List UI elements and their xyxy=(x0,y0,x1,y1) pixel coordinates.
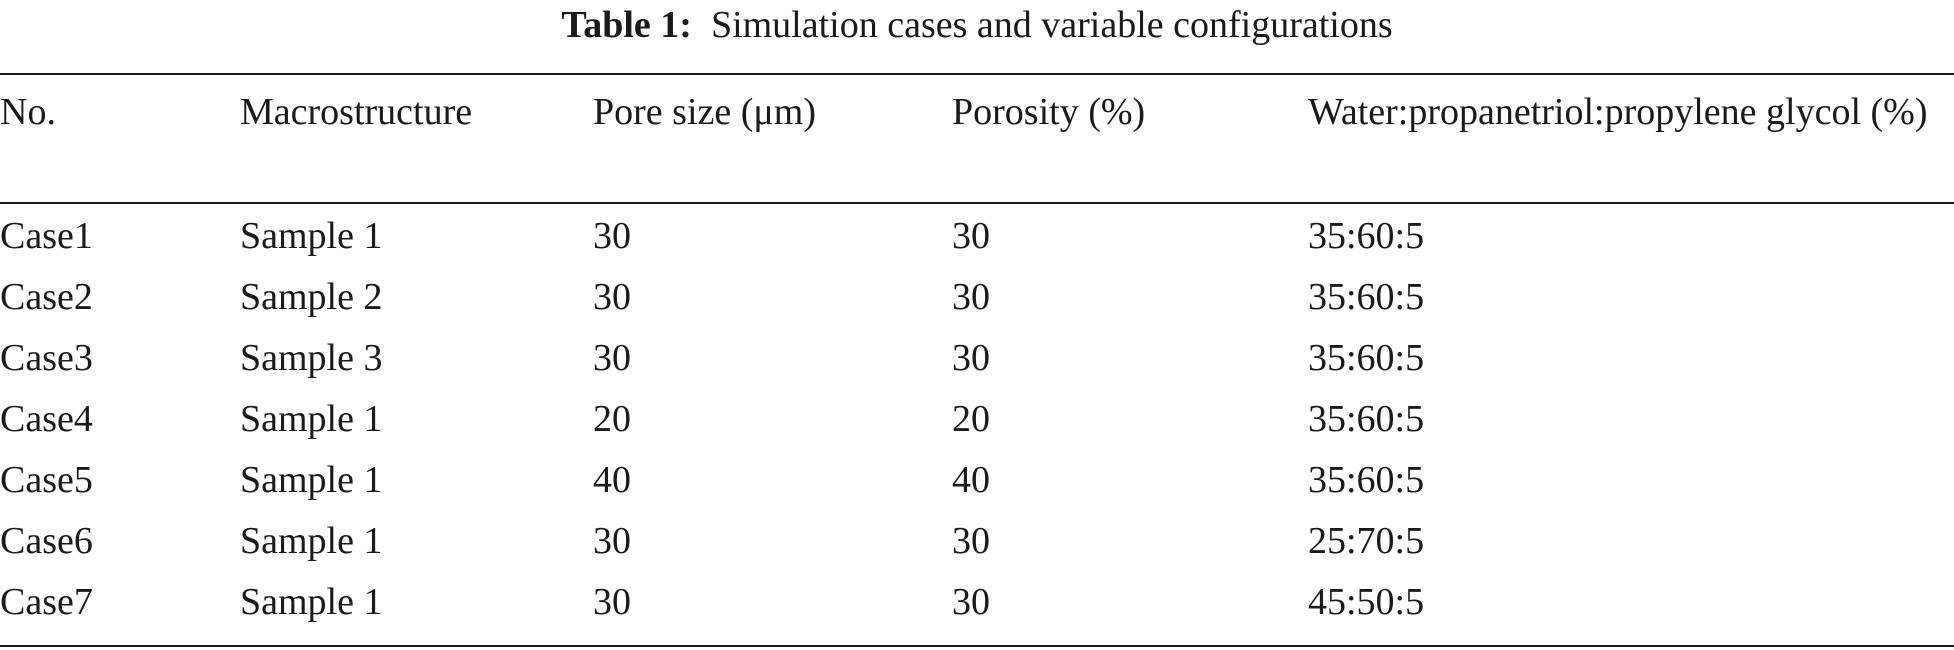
cell-macrostructure: Sample 1 xyxy=(240,398,383,440)
cell-case: Case7 xyxy=(0,581,93,623)
cell-porosity: 30 xyxy=(952,520,990,562)
cell-pore-size: 30 xyxy=(593,276,631,318)
cell-macrostructure: Sample 3 xyxy=(240,337,383,379)
table-top-rule xyxy=(0,73,1954,75)
cell-macrostructure: Sample 1 xyxy=(240,581,383,623)
cell-composition: 35:60:5 xyxy=(1308,398,1425,440)
cell-composition: 35:60:5 xyxy=(1308,276,1425,318)
cell-case: Case5 xyxy=(0,459,93,501)
table-row: Case2 Sample 2 30 30 35:60:5 xyxy=(0,267,1954,328)
table-row: Case6 Sample 1 30 30 25:70:5 xyxy=(0,511,1954,572)
cell-pore-size: 30 xyxy=(593,337,631,379)
cell-case: Case6 xyxy=(0,520,93,562)
cell-porosity: 30 xyxy=(952,276,990,318)
cell-case: Case2 xyxy=(0,276,93,318)
cell-macrostructure: Sample 1 xyxy=(240,215,383,257)
table-caption-label: Table 1: xyxy=(561,4,692,46)
header-composition: Water:propanetriol:propylene glycol (%) xyxy=(1308,91,1928,133)
cell-macrostructure: Sample 2 xyxy=(240,276,383,318)
cell-case: Case3 xyxy=(0,337,93,379)
cell-pore-size: 20 xyxy=(593,398,631,440)
table-row: Case4 Sample 1 20 20 35:60:5 xyxy=(0,389,1954,450)
cell-composition: 35:60:5 xyxy=(1308,215,1425,257)
table-row: Case5 Sample 1 40 40 35:60:5 xyxy=(0,450,1954,511)
cell-composition: 25:70:5 xyxy=(1308,520,1425,562)
table-caption: Table 1: Simulation cases and variable c… xyxy=(0,2,1954,48)
table-row: Case7 Sample 1 30 30 45:50:5 xyxy=(0,572,1954,633)
simulation-cases-table: No. Macrostructure Pore size (μm) Porosi… xyxy=(0,75,1954,633)
cell-porosity: 30 xyxy=(952,581,990,623)
cell-case: Case4 xyxy=(0,398,93,440)
header-no: No. xyxy=(0,91,56,133)
cell-pore-size: 40 xyxy=(593,459,631,501)
cell-porosity: 30 xyxy=(952,337,990,379)
header-macrostructure: Macrostructure xyxy=(240,91,473,133)
cell-macrostructure: Sample 1 xyxy=(240,520,383,562)
table-row: Case1 Sample 1 30 30 35:60:5 xyxy=(0,202,1954,267)
cell-porosity: 20 xyxy=(952,398,990,440)
table-caption-title: Simulation cases and variable configurat… xyxy=(710,4,1393,46)
table-header-row: No. Macrostructure Pore size (μm) Porosi… xyxy=(0,75,1954,202)
cell-porosity: 40 xyxy=(952,459,990,501)
table-header-rule xyxy=(0,202,1954,204)
table-row: Case3 Sample 3 30 30 35:60:5 xyxy=(0,328,1954,389)
cell-pore-size: 30 xyxy=(593,215,631,257)
cell-porosity: 30 xyxy=(952,215,990,257)
table-bottom-rule xyxy=(0,645,1954,647)
header-porosity: Porosity (%) xyxy=(952,91,1146,133)
cell-composition: 45:50:5 xyxy=(1308,581,1425,623)
cell-composition: 35:60:5 xyxy=(1308,337,1425,379)
cell-composition: 35:60:5 xyxy=(1308,459,1425,501)
cell-pore-size: 30 xyxy=(593,581,631,623)
cell-pore-size: 30 xyxy=(593,520,631,562)
header-pore-size: Pore size (μm) xyxy=(593,91,816,133)
cell-macrostructure: Sample 1 xyxy=(240,459,383,501)
cell-case: Case1 xyxy=(0,215,93,257)
